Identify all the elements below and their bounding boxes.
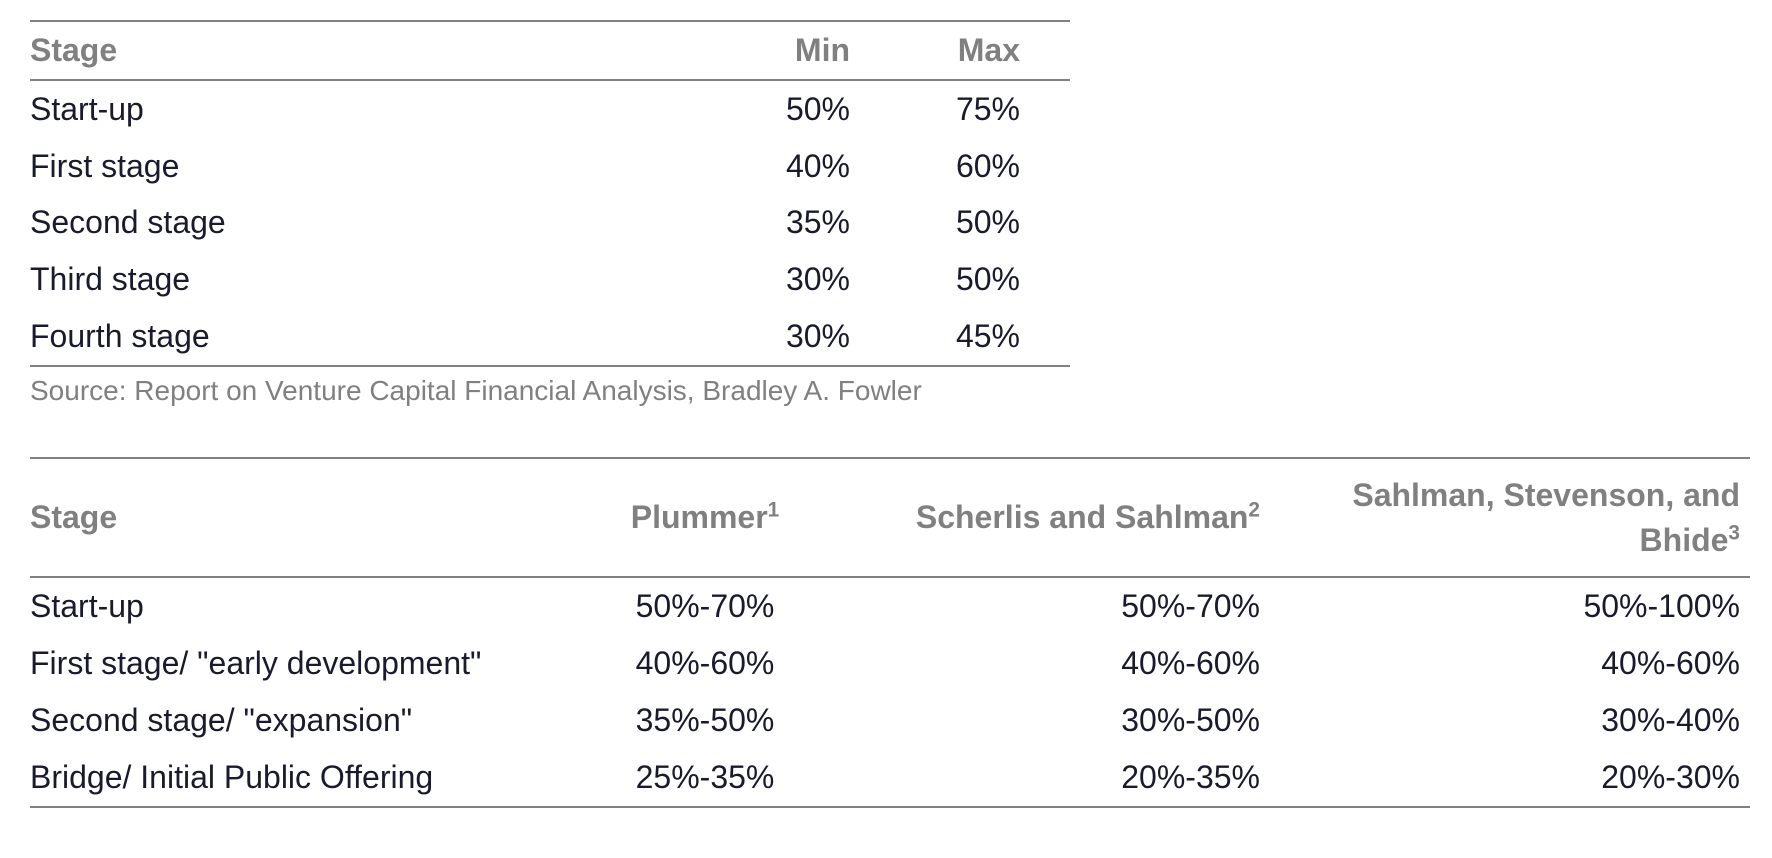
table2-col-scherlis-sahlman: Scherlis and Sahlman2 xyxy=(880,458,1300,578)
cell: Start-up xyxy=(30,577,530,635)
table-row: First stage 40% 60% xyxy=(30,138,1070,195)
cell: 35% xyxy=(730,194,900,251)
table-row: Second stage/ "expansion" 35%-50% 30%-50… xyxy=(30,692,1750,749)
table1-col-stage: Stage xyxy=(30,21,730,80)
cell: 50% xyxy=(730,80,900,138)
cell: 40% xyxy=(730,138,900,195)
cell: 50% xyxy=(900,251,1070,308)
table-row: Third stage 30% 50% xyxy=(30,251,1070,308)
cell: 50%-100% xyxy=(1300,577,1750,635)
cell: Third stage xyxy=(30,251,730,308)
cell: 60% xyxy=(900,138,1070,195)
table-row: Start-up 50% 75% xyxy=(30,80,1070,138)
stage-min-max-table: Stage Min Max Start-up 50% 75% First sta… xyxy=(30,20,1070,367)
cell: Fourth stage xyxy=(30,308,730,366)
table1-body: Start-up 50% 75% First stage 40% 60% Sec… xyxy=(30,80,1070,366)
cell: 20%-35% xyxy=(880,749,1300,807)
cell: 50%-70% xyxy=(530,577,880,635)
table-row: First stage/ "early development" 40%-60%… xyxy=(30,635,1750,692)
table2-body: Start-up 50%-70% 50%-70% 50%-100% First … xyxy=(30,577,1750,806)
cell: 30% xyxy=(730,251,900,308)
table-row: Second stage 35% 50% xyxy=(30,194,1070,251)
cell: 20%-30% xyxy=(1300,749,1750,807)
table1-col-max: Max xyxy=(900,21,1070,80)
cell: 50%-70% xyxy=(880,577,1300,635)
table1-header-row: Stage Min Max xyxy=(30,21,1070,80)
table-row: Fourth stage 30% 45% xyxy=(30,308,1070,366)
table1-container: Stage Min Max Start-up 50% 75% First sta… xyxy=(30,20,1742,427)
cell: 30%-50% xyxy=(880,692,1300,749)
cell: First stage/ "early development" xyxy=(30,635,530,692)
cell: 50% xyxy=(900,194,1070,251)
table1-source-note: Source: Report on Venture Capital Financ… xyxy=(30,367,1742,427)
cell: 75% xyxy=(900,80,1070,138)
cell: Start-up xyxy=(30,80,730,138)
cell: 30% xyxy=(730,308,900,366)
cell: 45% xyxy=(900,308,1070,366)
cell: 40%-60% xyxy=(1300,635,1750,692)
table2-col-sahlman-stevenson-bhide: Sahlman, Stevenson, and Bhide3 xyxy=(1300,458,1750,578)
cell: Second stage xyxy=(30,194,730,251)
table1-col-min: Min xyxy=(730,21,900,80)
table2-container: Stage Plummer1 Scherlis and Sahlman2 Sah… xyxy=(30,457,1742,808)
table2-header-row: Stage Plummer1 Scherlis and Sahlman2 Sah… xyxy=(30,458,1750,578)
cell: 30%-40% xyxy=(1300,692,1750,749)
table2-col-stage: Stage xyxy=(30,458,530,578)
cell: Second stage/ "expansion" xyxy=(30,692,530,749)
table2-col-plummer: Plummer1 xyxy=(530,458,880,578)
cell: 25%-35% xyxy=(530,749,880,807)
cell: 35%-50% xyxy=(530,692,880,749)
cell: First stage xyxy=(30,138,730,195)
cell: 40%-60% xyxy=(530,635,880,692)
stage-authors-table: Stage Plummer1 Scherlis and Sahlman2 Sah… xyxy=(30,457,1750,808)
cell: Bridge/ Initial Public Offering xyxy=(30,749,530,807)
table-row: Start-up 50%-70% 50%-70% 50%-100% xyxy=(30,577,1750,635)
cell: 40%-60% xyxy=(880,635,1300,692)
table-row: Bridge/ Initial Public Offering 25%-35% … xyxy=(30,749,1750,807)
